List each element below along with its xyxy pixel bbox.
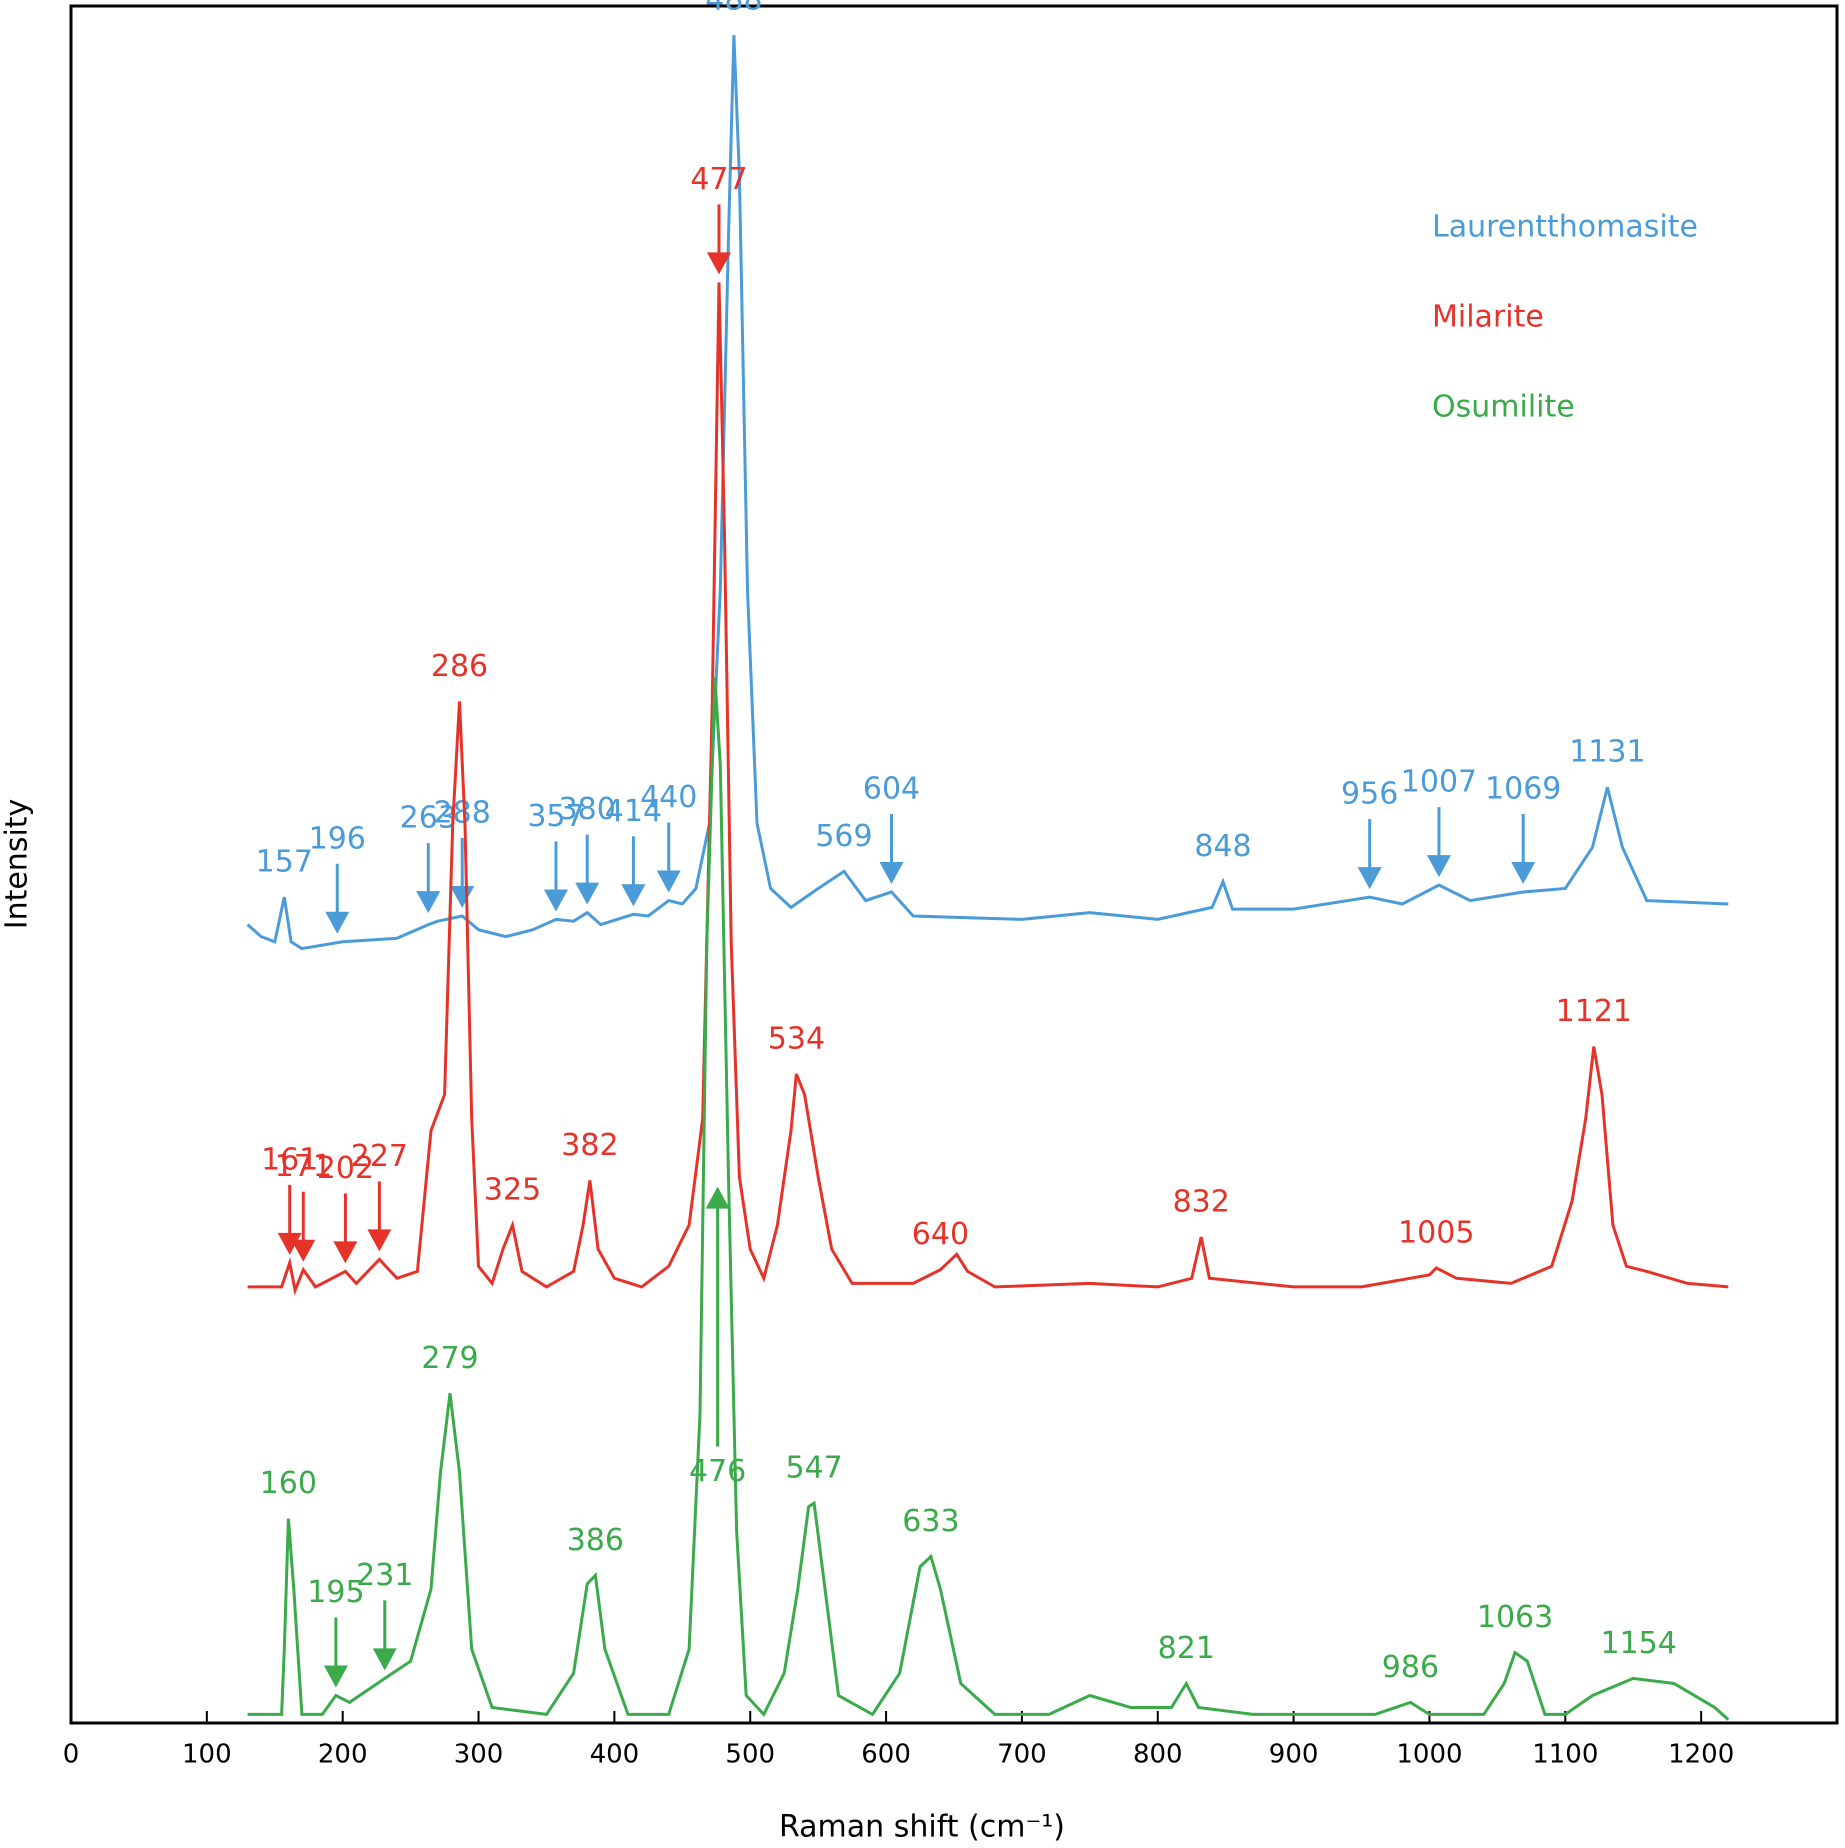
spectrum-line — [246, 35, 1729, 951]
x-tick-label: 400 — [590, 1740, 640, 1770]
peak-label: 202 — [317, 1151, 374, 1186]
peak-label: 848 — [1194, 829, 1251, 864]
spectrum-line — [247, 282, 1729, 1296]
peak-arrowhead — [416, 891, 441, 914]
peak-label: 1131 — [1569, 735, 1645, 770]
peak-arrowhead — [543, 889, 568, 912]
peak-arrowhead — [656, 870, 681, 893]
x-tick-label: 300 — [454, 1740, 504, 1770]
peak-label: 1154 — [1600, 1626, 1676, 1661]
peak-label: 196 — [309, 821, 366, 856]
peak-arrowhead — [333, 1241, 358, 1264]
x-tick-label: 700 — [997, 1740, 1047, 1770]
peak-arrowhead — [1511, 861, 1536, 884]
peak-label: 288 — [434, 796, 491, 831]
spectrum-line — [247, 677, 1730, 1721]
peak-label: 195 — [307, 1575, 364, 1610]
peak-arrowhead — [879, 861, 904, 884]
peak-label: 279 — [421, 1341, 478, 1376]
peak-arrowhead — [450, 886, 475, 909]
peak-arrowhead — [277, 1232, 302, 1255]
peak-label: 357 — [527, 799, 584, 834]
peak-label: 380 — [559, 792, 616, 827]
plot-frame — [69, 4, 1839, 1725]
x-tick-label: 1000 — [1396, 1740, 1462, 1770]
x-tick-label: 600 — [861, 1740, 911, 1770]
legend-entry: Laurentthomasite — [1432, 210, 1698, 245]
peak-label: 171 — [275, 1149, 332, 1184]
peak-label: 534 — [768, 1021, 825, 1056]
peak-label: 476 — [689, 1454, 746, 1489]
peak-label: 227 — [351, 1139, 408, 1174]
peak-label: 477 — [690, 162, 747, 197]
peak-label: 157 — [256, 845, 313, 880]
peak-label: 1121 — [1556, 994, 1632, 1029]
x-tick-label: 1200 — [1668, 1740, 1734, 1770]
peak-arrowhead — [291, 1239, 316, 1262]
x-tick-label: 200 — [318, 1740, 368, 1770]
peak-label: 604 — [863, 771, 920, 806]
peak-arrowhead — [706, 252, 731, 275]
peak-label: 1005 — [1398, 1215, 1474, 1250]
peak-label: 832 — [1173, 1185, 1230, 1220]
peak-label: 160 — [260, 1466, 317, 1501]
peak-arrowhead — [372, 1648, 397, 1671]
peak-arrowhead — [367, 1229, 392, 1252]
x-tick-label: 800 — [1133, 1740, 1183, 1770]
peak-label: 440 — [640, 780, 697, 815]
peak-label: 1069 — [1485, 771, 1561, 806]
peak-label: 956 — [1341, 777, 1398, 812]
x-tick-label: 900 — [1269, 1740, 1319, 1770]
peak-label: 1063 — [1477, 1600, 1553, 1635]
peak-arrowhead — [705, 1186, 730, 1209]
peak-arrowhead — [1357, 867, 1382, 890]
x-tick-label: 1100 — [1532, 1740, 1598, 1770]
peak-label: 488 — [705, 0, 762, 18]
peak-arrowhead — [621, 884, 646, 907]
peak-arrowhead — [1426, 855, 1451, 878]
peak-label: 821 — [1158, 1631, 1215, 1666]
legend-entry: Osumilite — [1432, 390, 1575, 425]
peak-arrowhead — [575, 882, 600, 905]
peak-label: 161 — [261, 1142, 318, 1177]
peak-arrowhead — [323, 1665, 348, 1688]
peak-label: 986 — [1382, 1650, 1439, 1685]
peak-label: 547 — [785, 1451, 842, 1486]
peak-label: 386 — [567, 1523, 624, 1558]
x-tick-label: 0 — [63, 1740, 80, 1770]
peak-label: 633 — [902, 1504, 959, 1539]
legend-entry: Milarite — [1432, 300, 1544, 335]
x-tick-label: 500 — [725, 1740, 775, 1770]
y-axis-label: Intensity — [0, 799, 35, 930]
x-axis-label: Raman shift (cm⁻¹) — [779, 1810, 1065, 1845]
peak-label: 263 — [400, 801, 457, 836]
x-tick-label: 100 — [182, 1740, 232, 1770]
peak-label: 414 — [605, 794, 662, 829]
peak-label: 286 — [431, 649, 488, 684]
peak-label: 640 — [912, 1217, 969, 1252]
peak-label: 1007 — [1401, 765, 1477, 800]
peak-arrowhead — [325, 911, 350, 934]
peak-label: 569 — [815, 819, 872, 854]
peak-label: 382 — [561, 1128, 618, 1163]
peak-label: 231 — [356, 1558, 413, 1593]
peak-label: 325 — [484, 1173, 541, 1208]
